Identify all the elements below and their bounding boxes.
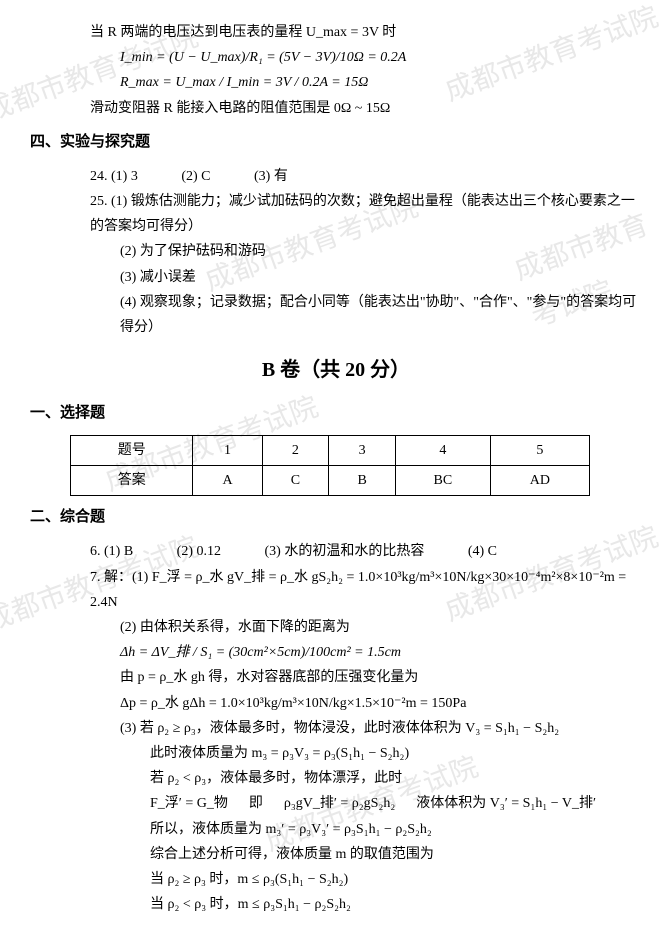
q24-3: (3) 有 (254, 164, 288, 189)
sec1-title: 一、选择题 (30, 400, 642, 427)
q6-4: (4) C (468, 539, 497, 564)
q25-2: (2) 为了保护砝码和游码 (120, 239, 642, 264)
answer-label: 答案 (71, 466, 193, 496)
q7-3d: F_浮′ = G_物 即 ρ₃gV_排′ = ρ₂gS₂h₂ 液体体积为 V₃′… (150, 791, 642, 816)
col-3: 3 (329, 436, 396, 466)
formula-dp: Δp = ρ_水 gΔh = 1.0×10³kg/m³×10N/kg×1.5×1… (120, 691, 642, 716)
q7-2: (2) 由体积关系得，水面下降的距离为 (120, 615, 642, 640)
q24-1: (1) 3 (111, 164, 138, 189)
line-range: 滑动变阻器 R 能接入电路的阻值范围是 0Ω ~ 15Ω (90, 96, 642, 121)
q7-3c: 若 ρ₂ < ρ₃，液体最多时，物体漂浮，此时 (150, 766, 642, 791)
ans-4: BC (396, 466, 491, 496)
q6: 6. (1) B (2) 0.12 (3) 水的初温和水的比热容 (4) C (90, 539, 642, 564)
q7-3b: 此时液体质量为 m₃ = ρ₃V₃ = ρ₃(S₁h₁ − S₂h₂) (150, 741, 642, 766)
ans-2: C (262, 466, 329, 496)
q7-1: 7. 解：(1) F_浮 = ρ_水 gV_排 = ρ_水 gS₂h₂ = 1.… (90, 565, 642, 615)
q7-3g: 当 ρ₂ ≥ ρ₃ 时，m ≤ ρ₃(S₁h₁ − S₂h₂) (150, 867, 642, 892)
q25-1: 25. (1) 锻炼估测能力；减少试加砝码的次数；避免超出量程（能表达出三个核心… (90, 189, 642, 239)
q7-3f: 综合上述分析可得，液体质量 m 的取值范围为 (150, 842, 642, 867)
formula-rmax: R_max = U_max / I_min = 3V / 0.2A = 15Ω (120, 70, 642, 95)
section4-title: 四、实验与探究题 (30, 129, 642, 156)
q7-3e: 所以，液体质量为 m₃′ = ρ₃V₃′ = ρ₃S₁h₁ − ρ₂S₂h₂ (150, 817, 642, 842)
line-voltage-cond: 当 R 两端的电压达到电压表的量程 U_max = 3V 时 (90, 20, 642, 45)
col-5: 5 (490, 436, 589, 466)
q24-2: (2) C (181, 164, 210, 189)
paperB-title: B 卷（共 20 分） (30, 352, 642, 388)
col-2: 2 (262, 436, 329, 466)
q6-1: (1) B (104, 539, 133, 564)
answer-table: 题号 1 2 3 4 5 答案 A C B BC AD (70, 435, 590, 496)
formula-dh: Δh = ΔV_排 / S₁ = (30cm²×5cm)/100cm² = 1.… (120, 640, 642, 665)
q24: 24. (1) 3 (2) C (3) 有 (90, 164, 642, 189)
ans-5: AD (490, 466, 589, 496)
col-4: 4 (396, 436, 491, 466)
header-label: 题号 (71, 436, 193, 466)
q6-2: (2) 0.12 (177, 539, 221, 564)
table-row: 题号 1 2 3 4 5 (71, 436, 590, 466)
q7-2b: 由 p = ρ_水 gh 得，水对容器底部的压强变化量为 (120, 665, 642, 690)
q7-3h: 当 ρ₂ < ρ₃ 时，m ≤ ρ₃S₁h₁ − ρ₂S₂h₂ (150, 892, 642, 917)
table-row: 答案 A C B BC AD (71, 466, 590, 496)
q25-4: (4) 观察现象；记录数据；配合小同等（能表达出"协助"、"合作"、"参与"的答… (120, 290, 642, 340)
q25-3: (3) 减小误差 (120, 265, 642, 290)
formula-imin: I_min = (U − U_max)/R₁ = (5V − 3V)/10Ω =… (120, 45, 642, 70)
ans-1: A (193, 466, 262, 496)
sec2-title: 二、综合题 (30, 504, 642, 531)
col-1: 1 (193, 436, 262, 466)
q7-3a: (3) 若 ρ₂ ≥ ρ₃，液体最多时，物体浸没，此时液体体积为 V₃ = S₁… (120, 716, 642, 741)
ans-3: B (329, 466, 396, 496)
q6-3: (3) 水的初温和水的比热容 (265, 539, 425, 564)
